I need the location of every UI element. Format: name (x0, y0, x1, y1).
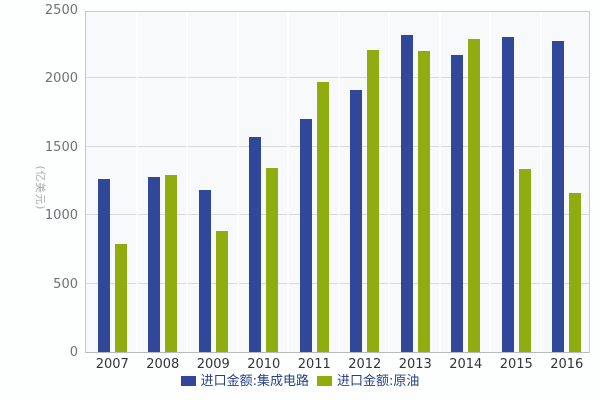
bar-crude-oil-2014[interactable] (468, 38, 481, 352)
legend-swatch-crude-oil (317, 376, 332, 386)
x-tick-label-2015: 2015 (499, 357, 533, 372)
x-tick-label-2013: 2013 (398, 357, 432, 372)
x-tick-label-2012: 2012 (348, 357, 382, 372)
bar-crude-oil-2009[interactable] (215, 230, 228, 352)
y-tick-label-1500: 1500 (44, 139, 78, 155)
y-tick-label-1000: 1000 (44, 208, 78, 224)
bar-crude-oil-2010[interactable] (266, 168, 279, 352)
column-separator (489, 12, 491, 352)
chart-legend: 进口金额:集成电路 进口金额:原油 (0, 372, 600, 390)
bar-crude-oil-2012[interactable] (367, 50, 380, 352)
x-tick-label-2009: 2009 (196, 357, 230, 372)
x-tick-label-2007: 2007 (95, 357, 129, 372)
legend-label-integrated-circuits: 进口金额:集成电路 (200, 373, 309, 389)
bar-integrated-circuits-2015[interactable] (501, 36, 514, 352)
column-separator (236, 12, 239, 352)
bar-crude-oil-2011[interactable] (316, 81, 329, 352)
x-tick-label-2008: 2008 (146, 357, 180, 372)
plot-area (85, 11, 590, 353)
bar-crude-oil-2007[interactable] (114, 243, 127, 352)
x-tick-label-2011: 2011 (297, 357, 331, 372)
legend-item-integrated-circuits[interactable]: 进口金额:集成电路 (180, 373, 309, 389)
column-separator (539, 12, 542, 352)
bar-integrated-circuits-2008[interactable] (148, 177, 161, 352)
column-separator (287, 12, 289, 352)
bar-integrated-circuits-2009[interactable] (198, 189, 211, 352)
bar-integrated-circuits-2014[interactable] (451, 55, 464, 352)
legend-label-crude-oil: 进口金额:原油 (337, 373, 420, 389)
bar-integrated-circuits-2011[interactable] (299, 119, 312, 352)
column-separator (186, 12, 188, 352)
bar-crude-oil-2008[interactable] (165, 174, 178, 352)
y-tick-label-500: 500 (53, 276, 78, 292)
x-tick-label-2014: 2014 (449, 357, 483, 372)
bar-crude-oil-2015[interactable] (518, 168, 531, 352)
column-separator (438, 12, 441, 352)
bar-integrated-circuits-2013[interactable] (400, 35, 413, 352)
x-tick-label-2016: 2016 (550, 357, 584, 372)
bar-integrated-circuits-2012[interactable] (350, 90, 363, 352)
y-tick-label-0: 0 (69, 345, 78, 360)
bar-crude-oil-2016[interactable] (569, 193, 582, 352)
column-separator (135, 12, 138, 352)
column-separator (337, 12, 340, 352)
legend-item-crude-oil[interactable]: 进口金额:原油 (317, 374, 419, 389)
x-tick-label-2010: 2010 (247, 357, 281, 372)
bar-integrated-circuits-2016[interactable] (552, 40, 565, 352)
y-tick-label-2000: 2000 (44, 71, 78, 87)
bar-integrated-circuits-2010[interactable] (249, 137, 262, 352)
bar-crude-oil-2013[interactable] (417, 51, 430, 352)
bar-integrated-circuits-2007[interactable] (97, 178, 110, 352)
column-separator (388, 12, 390, 352)
y-tick-label-2500: 2500 (44, 3, 78, 18)
legend-swatch-integrated-circuits (180, 376, 196, 386)
